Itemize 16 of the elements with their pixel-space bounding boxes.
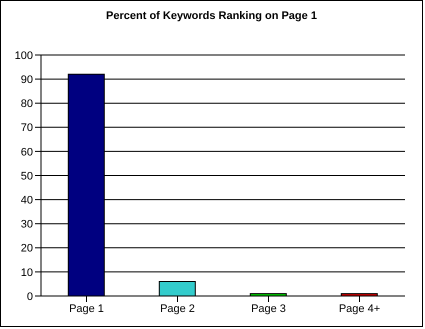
chart-title: Percent of Keywords Ranking on Page 1 [105, 9, 318, 24]
y-tick-label: 100 [14, 50, 33, 62]
y-tick-label: 70 [20, 122, 33, 134]
y-tick-label: 0 [26, 290, 33, 303]
y-tick-label: 80 [20, 98, 33, 110]
x-tick-label: Page 1 [69, 302, 104, 315]
y-tick-label: 40 [20, 194, 33, 207]
y-tick-label: 50 [20, 170, 33, 182]
x-tick-label: Page 2 [160, 302, 195, 315]
x-tick-label: Page 3 [251, 302, 286, 315]
y-tick-label: 20 [20, 242, 33, 255]
y-tick-label: 60 [20, 146, 33, 158]
y-tick-label: 30 [20, 218, 33, 231]
y-tick-label: 90 [20, 74, 33, 86]
y-tick-label: 10 [20, 266, 33, 279]
x-tick-label: Page 4+ [338, 302, 380, 315]
